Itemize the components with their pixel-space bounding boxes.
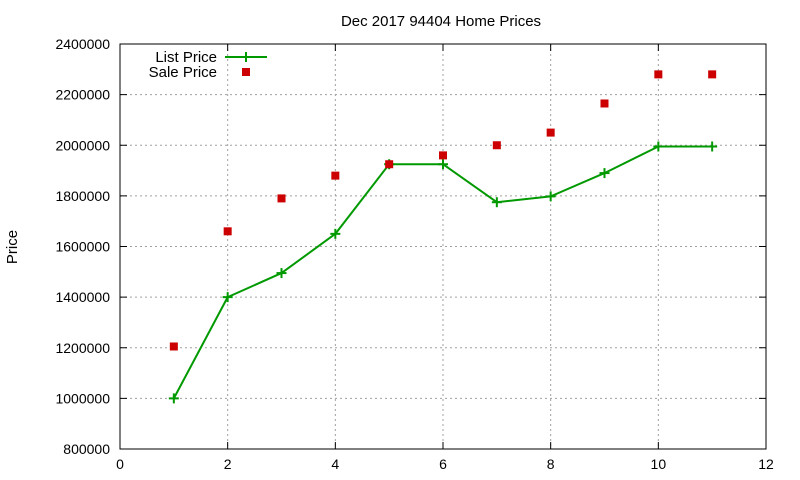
x-tick-label: 0 — [116, 456, 124, 472]
sale-price-point — [492, 141, 501, 150]
x-tick-label: 6 — [439, 456, 447, 472]
y-tick-label: 800000 — [63, 441, 110, 457]
sale-price-point — [600, 99, 609, 108]
sale-price-point — [546, 128, 555, 137]
y-tick-label: 1800000 — [55, 188, 110, 204]
legend-label-list-price: List Price — [155, 49, 217, 66]
chart-title: Dec 2017 94404 Home Prices — [341, 13, 541, 30]
sale-price-point — [169, 342, 178, 351]
y-tick-label: 1600000 — [55, 239, 110, 255]
legend-label-sale-price: Sale Price — [149, 64, 217, 81]
y-axis-title: Price — [4, 230, 21, 264]
x-tick-label: 10 — [651, 456, 667, 472]
sale-price-point — [654, 70, 663, 79]
sale-price-point — [385, 160, 394, 169]
y-tick-label: 2200000 — [55, 87, 110, 103]
series — [168, 70, 718, 404]
sale-price-point — [223, 227, 232, 236]
x-tick-label: 2 — [224, 456, 232, 472]
series-sale-price — [169, 70, 717, 351]
series-list-price — [168, 141, 718, 404]
x-tick-label: 8 — [547, 456, 555, 472]
sale-price-point — [708, 70, 717, 79]
y-tick-label: 1200000 — [55, 340, 110, 356]
y-tick-label: 2400000 — [55, 36, 110, 52]
axis-ticks: 0 2 4 6 8 10 12 800000 1000000 1200000 1400000 1600… — [55, 36, 774, 472]
y-tick-label: 1000000 — [55, 390, 110, 406]
legend-sale-price-marker — [242, 68, 250, 76]
y-tick-label: 2000000 — [55, 137, 110, 153]
sale-price-point — [439, 151, 447, 160]
x-tick-label: 4 — [331, 456, 339, 472]
y-tick-label: 1400000 — [55, 289, 110, 305]
legend: List Price Sale Price — [149, 49, 267, 81]
x-tick-label: 12 — [758, 456, 774, 472]
sale-price-point — [331, 171, 340, 180]
sale-price-point — [277, 194, 286, 203]
